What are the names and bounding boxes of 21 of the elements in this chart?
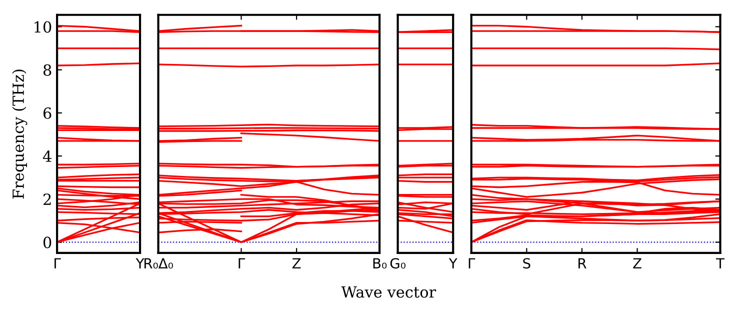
- y-tick-label: 6: [43, 107, 52, 119]
- x-tick-label: B₀: [373, 258, 387, 269]
- x-tick-label: Γ: [468, 258, 476, 268]
- x-tick-label: Y: [448, 258, 458, 268]
- x-axis-title: Wave vector: [341, 286, 436, 298]
- y-tick-label: 2: [44, 194, 51, 205]
- x-tick-label: R₀Δ₀: [144, 258, 173, 269]
- x-tick-label: Γ: [238, 258, 246, 268]
- x-tick-label: G₀: [390, 258, 406, 269]
- x-tick-label: Γ: [54, 258, 61, 268]
- x-tick-label: T: [716, 258, 725, 268]
- x-tick-label: Y: [136, 258, 144, 268]
- y-tick-label: 10: [34, 21, 52, 33]
- y-tick-label: 4: [42, 150, 52, 162]
- x-tick-label: S: [523, 258, 530, 269]
- x-tick-label: Z: [292, 258, 301, 268]
- x-tick-label: R: [578, 258, 586, 268]
- y-tick-label: 0: [43, 236, 52, 248]
- y-axis-title: Frequency (THz): [12, 70, 28, 199]
- x-tick-label: Z: [633, 258, 642, 268]
- y-tick-label: 8: [43, 64, 52, 76]
